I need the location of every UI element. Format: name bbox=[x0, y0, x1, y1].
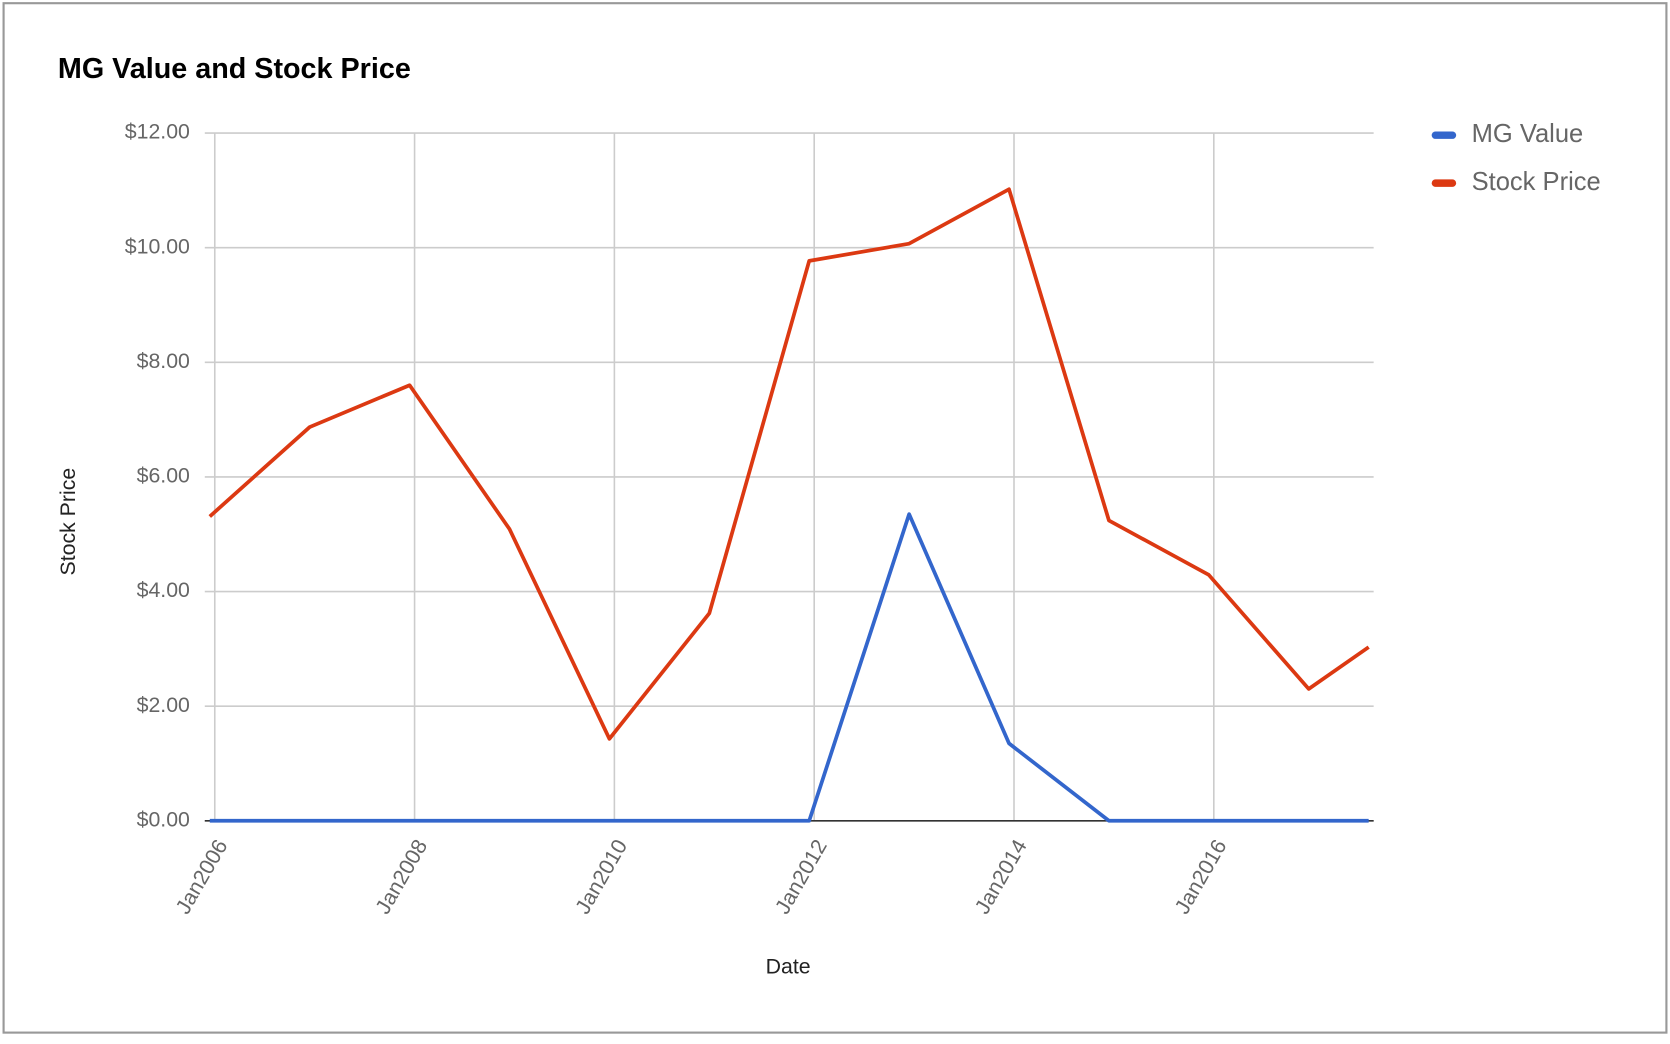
y-axis-title: Stock Price bbox=[56, 468, 80, 576]
legend-label: MG Value bbox=[1472, 120, 1584, 148]
y-tick-label: $0.00 bbox=[137, 807, 190, 831]
y-tick-label: $4.00 bbox=[137, 578, 190, 602]
data-line bbox=[209, 512, 1369, 823]
y-tick-label: $12.00 bbox=[125, 120, 190, 144]
y-tick-label: $8.00 bbox=[137, 349, 190, 373]
x-axis-title: Date bbox=[766, 954, 811, 978]
y-tick-label: $10.00 bbox=[125, 234, 190, 258]
chart-title: MG Value and Stock Price bbox=[58, 53, 411, 85]
y-tick-label: $6.00 bbox=[137, 464, 190, 488]
legend-label: Stock Price bbox=[1472, 168, 1601, 196]
y-tick-label: $2.00 bbox=[137, 693, 190, 717]
data-line bbox=[208, 187, 1370, 741]
